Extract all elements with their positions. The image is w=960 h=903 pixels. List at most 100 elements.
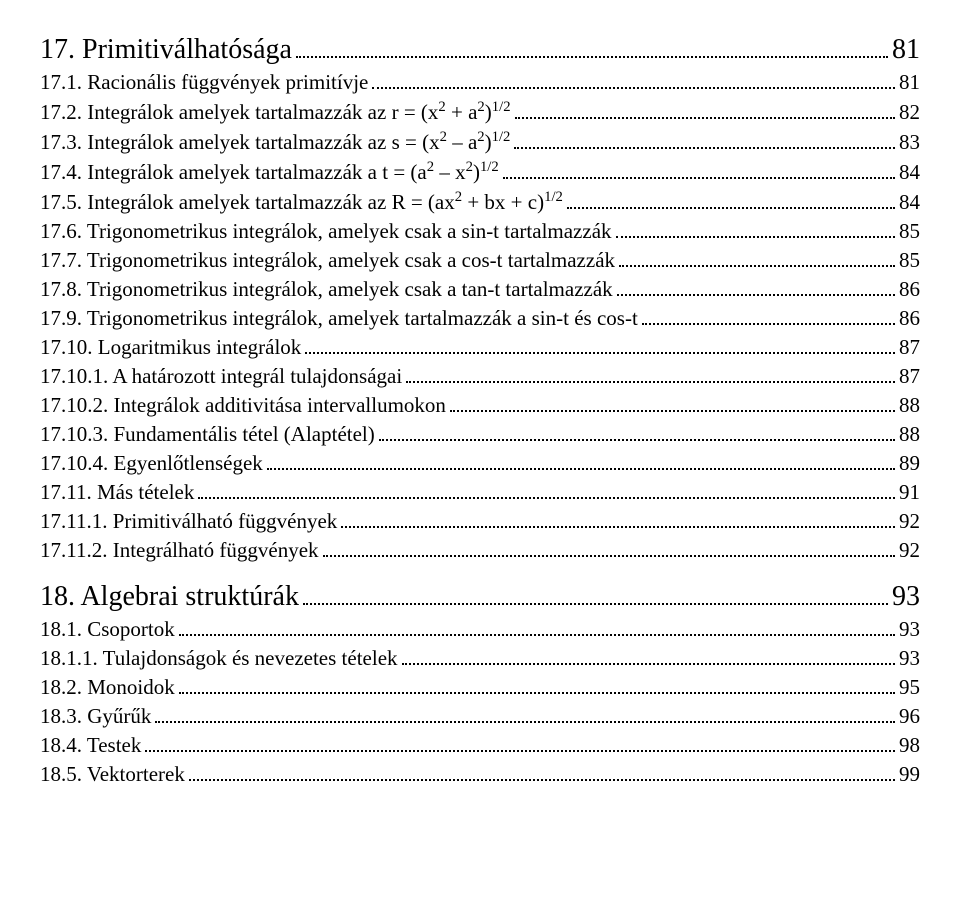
toc-page-number: 99 (899, 762, 920, 787)
toc-leader-dots (305, 352, 895, 354)
toc-page-number: 81 (892, 34, 920, 66)
toc-leader-dots (379, 439, 895, 441)
toc-entry: 17.7. Trigonometrikus integrálok, amelye… (40, 248, 920, 273)
toc-page-number: 88 (899, 393, 920, 418)
toc-leader-dots (145, 750, 895, 752)
toc-page-number: 88 (899, 422, 920, 447)
toc-entry: 17.6. Trigonometrikus integrálok, amelye… (40, 219, 920, 244)
toc-label: 18.4. Testek (40, 733, 141, 758)
toc-leader-dots (402, 663, 895, 665)
toc-label: 17.8. Trigonometrikus integrálok, amelye… (40, 277, 613, 302)
toc-label: 18.1. Csoportok (40, 617, 175, 642)
toc-label: 17.3. Integrálok amelyek tartalmazzák az… (40, 129, 510, 155)
toc-label: 17.5. Integrálok amelyek tartalmazzák az… (40, 189, 563, 215)
toc-label: 17.10.1. A határozott integrál tulajdons… (40, 364, 402, 389)
toc-label: 18.1.1. Tulajdonságok és nevezetes tétel… (40, 646, 398, 671)
toc-label: 17.10.4. Egyenlőtlenségek (40, 451, 263, 476)
toc-leader-dots (406, 381, 895, 383)
toc-page-number: 84 (899, 190, 920, 215)
toc-entry: 18.4. Testek 98 (40, 733, 920, 758)
toc-entry: 18.1. Csoportok 93 (40, 617, 920, 642)
toc-leader-dots (617, 294, 895, 296)
toc-leader-dots (515, 117, 895, 119)
toc-page-number: 93 (892, 581, 920, 613)
toc-label: 17.11.2. Integrálható függvények (40, 538, 319, 563)
toc-label: 18. Algebrai struktúrák (40, 581, 299, 613)
toc-leader-dots (341, 526, 895, 528)
toc-leader-dots (189, 779, 895, 781)
toc-entry: 18.5. Vektorterek 99 (40, 762, 920, 787)
toc-page-number: 98 (899, 733, 920, 758)
toc-entry: 17.3. Integrálok amelyek tartalmazzák az… (40, 129, 920, 155)
toc-entry: 17.2. Integrálok amelyek tartalmazzák az… (40, 99, 920, 125)
toc-page-number: 96 (899, 704, 920, 729)
toc-label: 17.10.2. Integrálok additivitása interva… (40, 393, 446, 418)
toc-page-number: 87 (899, 335, 920, 360)
toc-label: 17.7. Trigonometrikus integrálok, amelye… (40, 248, 615, 273)
toc-page-number: 83 (899, 130, 920, 155)
toc-leader-dots (303, 603, 888, 605)
toc-leader-dots (619, 265, 895, 267)
toc-leader-dots (450, 410, 895, 412)
toc-label: 18.2. Monoidok (40, 675, 175, 700)
toc-page-number: 82 (899, 100, 920, 125)
toc-entry: 18.3. Gyűrűk 96 (40, 704, 920, 729)
toc-entry: 18.1.1. Tulajdonságok és nevezetes tétel… (40, 646, 920, 671)
toc-entry: 17.1. Racionális függvények primitívje 81 (40, 70, 920, 95)
toc-label: 17.1. Racionális függvények primitívje (40, 70, 368, 95)
toc-page-number: 86 (899, 306, 920, 331)
toc-page-number: 91 (899, 480, 920, 505)
toc-entry: 17.5. Integrálok amelyek tartalmazzák az… (40, 189, 920, 215)
toc-leader-dots (503, 177, 895, 179)
toc-page-number: 87 (899, 364, 920, 389)
toc-page-number: 92 (899, 509, 920, 534)
toc-entry: 17.10. Logaritmikus integrálok 87 (40, 335, 920, 360)
table-of-contents: 17. Primitiválhatósága 8117.1. Racionáli… (40, 34, 920, 787)
toc-leader-dots (372, 87, 895, 89)
toc-page-number: 81 (899, 70, 920, 95)
toc-leader-dots (296, 56, 888, 58)
toc-label: 17.10. Logaritmikus integrálok (40, 335, 301, 360)
toc-leader-dots (155, 721, 895, 723)
toc-page-number: 93 (899, 617, 920, 642)
toc-label: 17.9. Trigonometrikus integrálok, amelye… (40, 306, 638, 331)
toc-entry: 17.10.1. A határozott integrál tulajdons… (40, 364, 920, 389)
toc-page-number: 85 (899, 248, 920, 273)
toc-leader-dots (267, 468, 895, 470)
toc-page-number: 84 (899, 160, 920, 185)
toc-leader-dots (198, 497, 895, 499)
toc-entry: 17.10.2. Integrálok additivitása interva… (40, 393, 920, 418)
toc-label: 18.5. Vektorterek (40, 762, 185, 787)
toc-leader-dots (514, 147, 895, 149)
toc-label: 17.6. Trigonometrikus integrálok, amelye… (40, 219, 612, 244)
toc-page-number: 85 (899, 219, 920, 244)
toc-entry: 17. Primitiválhatósága 81 (40, 34, 920, 66)
toc-leader-dots (642, 323, 895, 325)
toc-page-number: 93 (899, 646, 920, 671)
toc-page-number: 95 (899, 675, 920, 700)
toc-entry: 17.11. Más tételek 91 (40, 480, 920, 505)
toc-entry: 17.11.2. Integrálható függvények 92 (40, 538, 920, 563)
toc-label: 17.2. Integrálok amelyek tartalmazzák az… (40, 99, 511, 125)
toc-label: 17.4. Integrálok amelyek tartalmazzák a … (40, 159, 499, 185)
toc-label: 18.3. Gyűrűk (40, 704, 151, 729)
toc-entry: 17.4. Integrálok amelyek tartalmazzák a … (40, 159, 920, 185)
toc-leader-dots (179, 634, 895, 636)
toc-entry: 17.8. Trigonometrikus integrálok, amelye… (40, 277, 920, 302)
toc-label: 17.11.1. Primitiválható függvények (40, 509, 337, 534)
toc-leader-dots (616, 236, 895, 238)
toc-entry: 18. Algebrai struktúrák 93 (40, 581, 920, 613)
toc-entry: 17.10.3. Fundamentális tétel (Alaptétel)… (40, 422, 920, 447)
toc-entry: 18.2. Monoidok 95 (40, 675, 920, 700)
toc-page-number: 89 (899, 451, 920, 476)
toc-leader-dots (323, 555, 895, 557)
toc-label: 17.11. Más tételek (40, 480, 194, 505)
toc-page-number: 92 (899, 538, 920, 563)
toc-leader-dots (567, 207, 895, 209)
toc-entry: 17.11.1. Primitiválható függvények 92 (40, 509, 920, 534)
toc-leader-dots (179, 692, 895, 694)
toc-label: 17. Primitiválhatósága (40, 34, 292, 66)
toc-page-number: 86 (899, 277, 920, 302)
toc-entry: 17.9. Trigonometrikus integrálok, amelye… (40, 306, 920, 331)
toc-entry: 17.10.4. Egyenlőtlenségek 89 (40, 451, 920, 476)
